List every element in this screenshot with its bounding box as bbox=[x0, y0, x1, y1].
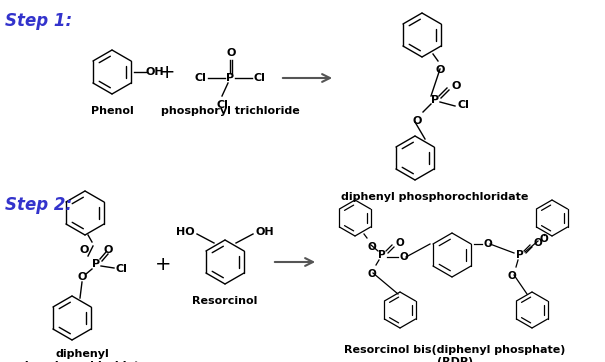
Text: O: O bbox=[226, 48, 236, 58]
Text: O: O bbox=[395, 238, 404, 248]
Text: Resorcinol bis(diphenyl phosphate)
(RDP): Resorcinol bis(diphenyl phosphate) (RDP) bbox=[344, 345, 566, 362]
Text: Cl: Cl bbox=[216, 100, 228, 110]
Text: P: P bbox=[226, 73, 234, 83]
Text: P: P bbox=[378, 250, 386, 260]
Text: OH: OH bbox=[146, 67, 165, 77]
Text: O: O bbox=[508, 271, 517, 281]
Text: diphenyl phosphorochloridate: diphenyl phosphorochloridate bbox=[341, 192, 529, 202]
Text: O: O bbox=[368, 269, 376, 279]
Text: O: O bbox=[451, 81, 460, 91]
Text: Resorcinol: Resorcinol bbox=[192, 296, 258, 306]
Text: O: O bbox=[77, 272, 87, 282]
Text: diphenyl
phosphorochloridate: diphenyl phosphorochloridate bbox=[17, 349, 147, 362]
Text: +: + bbox=[159, 63, 175, 81]
Text: Step 2:: Step 2: bbox=[5, 196, 72, 214]
Text: O: O bbox=[533, 238, 541, 248]
Text: Cl: Cl bbox=[194, 73, 206, 83]
Text: P: P bbox=[92, 259, 100, 269]
Text: O: O bbox=[540, 234, 549, 244]
Text: O: O bbox=[368, 242, 377, 252]
Text: P: P bbox=[516, 250, 524, 260]
Text: +: + bbox=[155, 256, 171, 274]
Text: OH: OH bbox=[255, 227, 273, 237]
Text: O: O bbox=[400, 252, 409, 262]
Text: phosphoryl trichloride: phosphoryl trichloride bbox=[160, 106, 299, 116]
Text: Step 1:: Step 1: bbox=[5, 12, 72, 30]
Text: O: O bbox=[436, 65, 445, 75]
Text: O: O bbox=[103, 245, 113, 255]
Text: Cl: Cl bbox=[116, 264, 128, 274]
Text: O: O bbox=[484, 239, 492, 249]
Text: P: P bbox=[431, 95, 439, 105]
Text: Cl: Cl bbox=[254, 73, 266, 83]
Text: O: O bbox=[413, 116, 422, 126]
Text: Cl: Cl bbox=[457, 100, 469, 110]
Text: HO: HO bbox=[177, 227, 195, 237]
Text: O: O bbox=[79, 245, 89, 255]
Text: Phenol: Phenol bbox=[91, 106, 133, 116]
